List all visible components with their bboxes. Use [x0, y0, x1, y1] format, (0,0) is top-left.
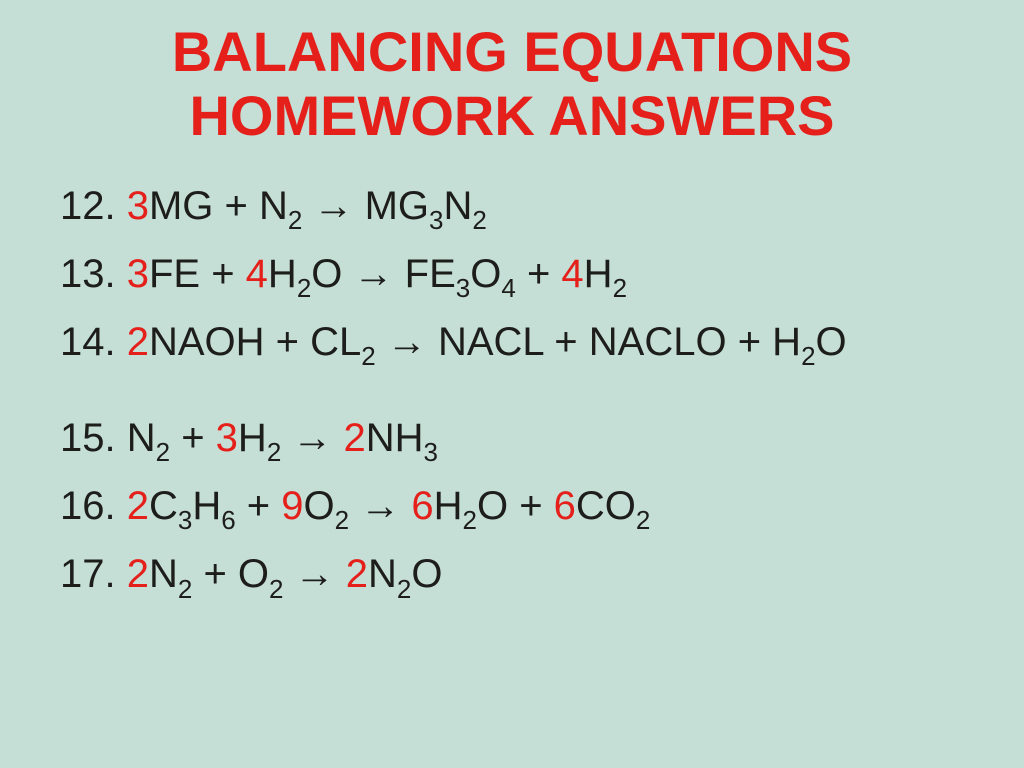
formula-text: O: [304, 484, 335, 528]
subscript: 2: [156, 437, 170, 467]
equation-number: 15.: [60, 416, 127, 460]
equation-line: 13. 3FE + 4H2O → FE3O4 + 4H2: [60, 247, 984, 305]
subscript: 3: [429, 205, 443, 235]
formula-text: NACL + NACLO + H: [438, 320, 801, 364]
coefficient: 4: [561, 252, 583, 296]
subscript: 2: [288, 205, 302, 235]
formula-text: H: [192, 484, 221, 528]
subscript: 2: [178, 574, 192, 604]
subscript: 2: [801, 341, 815, 371]
subscript: 2: [269, 574, 283, 604]
subscript: 6: [221, 505, 235, 535]
coefficient: 4: [246, 252, 268, 296]
coefficient: 2: [127, 484, 149, 528]
subscript: 2: [361, 341, 375, 371]
formula-text: N: [149, 552, 178, 596]
equation-line: 16. 2C3H6 + 9O2 → 6H2O + 6CO2: [60, 479, 984, 537]
formula-text: N: [443, 184, 472, 228]
coefficient: 9: [281, 484, 303, 528]
formula-text: N: [127, 416, 156, 460]
coefficient: 2: [344, 416, 366, 460]
formula-text: NH: [366, 416, 424, 460]
subscript: 4: [501, 273, 515, 303]
coefficient: 6: [411, 484, 433, 528]
formula-text: O: [311, 252, 342, 296]
formula-text: O: [470, 252, 501, 296]
subscript: 2: [463, 505, 477, 535]
formula-text: +: [516, 252, 562, 296]
arrow-icon: →: [281, 416, 343, 460]
coefficient: 2: [127, 552, 149, 596]
formula-text: +: [170, 416, 216, 460]
arrow-icon: →: [349, 484, 411, 528]
formula-text: +: [236, 484, 282, 528]
coefficient: 2: [127, 320, 149, 364]
equation-line: 14. 2NAOH + CL2 → NACL + NACLO + H2O: [60, 315, 984, 373]
formula-text: O: [816, 320, 847, 364]
formula-text: MG: [365, 184, 429, 228]
formula-text: H: [434, 484, 463, 528]
subscript: 2: [335, 505, 349, 535]
formula-text: NAOH + CL: [149, 320, 361, 364]
arrow-icon: →: [284, 552, 346, 596]
equation-number: 17.: [60, 552, 127, 596]
equation-line: 15. N2 + 3H2 → 2NH3: [60, 411, 984, 469]
equation-number: 12.: [60, 184, 127, 228]
subscript: 3: [178, 505, 192, 535]
arrow-icon: →: [376, 320, 438, 364]
subscript: 2: [267, 437, 281, 467]
formula-text: O: [411, 552, 442, 596]
subscript: 3: [456, 273, 470, 303]
formula-text: MG + N: [149, 184, 288, 228]
slide-title: BALANCING EQUATIONS HOMEWORK ANSWERS: [40, 20, 984, 149]
coefficient: 3: [127, 184, 149, 228]
equation-number: 14.: [60, 320, 127, 364]
arrow-icon: →: [302, 184, 364, 228]
subscript: 3: [424, 437, 438, 467]
subscript: 2: [636, 505, 650, 535]
equation-number: 13.: [60, 252, 127, 296]
coefficient: 2: [346, 552, 368, 596]
formula-text: FE +: [149, 252, 246, 296]
equation-line: 17. 2N2 + O2 → 2N2O: [60, 547, 984, 605]
coefficient: 3: [127, 252, 149, 296]
title-line-2: HOMEWORK ANSWERS: [40, 84, 984, 148]
spacer: [60, 383, 984, 411]
formula-text: C: [149, 484, 178, 528]
subscript: 2: [397, 574, 411, 604]
formula-text: + O: [192, 552, 269, 596]
arrow-icon: →: [342, 252, 404, 296]
equations-list: 12. 3MG + N2 → MG3N213. 3FE + 4H2O → FE3…: [40, 179, 984, 606]
formula-text: H: [268, 252, 297, 296]
subscript: 2: [297, 273, 311, 303]
equation-line: 12. 3MG + N2 → MG3N2: [60, 179, 984, 237]
formula-text: O +: [477, 484, 554, 528]
formula-text: H: [238, 416, 267, 460]
coefficient: 3: [216, 416, 238, 460]
formula-text: FE: [405, 252, 456, 296]
formula-text: CO: [576, 484, 636, 528]
subscript: 2: [613, 273, 627, 303]
formula-text: N: [368, 552, 397, 596]
equation-number: 16.: [60, 484, 127, 528]
coefficient: 6: [554, 484, 576, 528]
subscript: 2: [472, 205, 486, 235]
formula-text: H: [584, 252, 613, 296]
title-line-1: BALANCING EQUATIONS: [40, 20, 984, 84]
